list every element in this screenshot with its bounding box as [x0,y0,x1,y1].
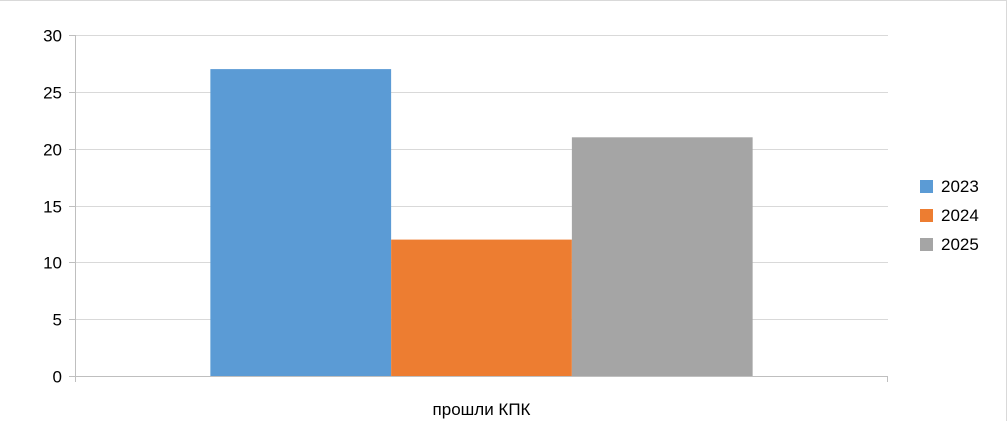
y-tick-label: 10 [43,254,62,273]
y-tick-label: 5 [53,311,62,330]
legend-label-2025: 2025 [941,235,979,254]
legend-label-2023: 2023 [941,177,979,196]
bar-2024 [391,239,572,376]
x-axis-categories: прошли КПК [433,400,531,419]
y-tick-label: 15 [43,198,62,217]
y-axis-ticks: 0 5 10 15 20 25 30 [43,27,75,387]
bar-2023 [210,69,392,376]
y-tick-label: 25 [43,84,62,103]
y-tick-label: 20 [43,141,62,160]
legend-label-2024: 2024 [941,206,979,225]
legend-swatch-2023 [920,180,933,193]
axes [75,35,888,382]
bars [210,69,753,376]
bar-2025 [571,137,753,376]
legend: 2023 2024 2025 [920,177,979,254]
x-category-label: прошли КПК [433,400,531,419]
legend-swatch-2024 [920,209,933,222]
y-tick-label: 30 [43,27,62,46]
legend-swatch-2025 [920,238,933,251]
y-tick-label: 0 [53,368,62,387]
